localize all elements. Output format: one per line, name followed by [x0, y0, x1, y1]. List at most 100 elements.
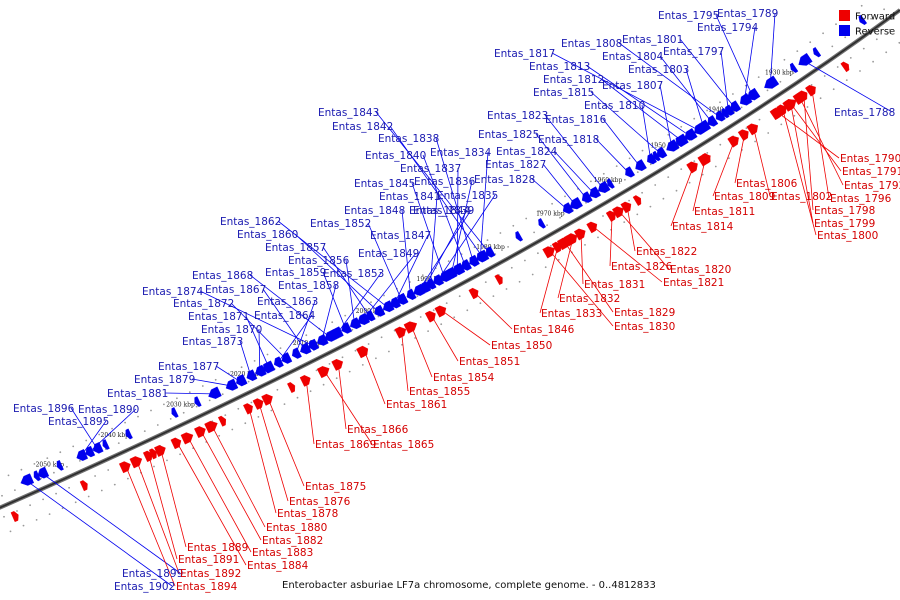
gene-label-Entas_1874[interactable]: Entas_1874	[142, 286, 204, 298]
gene-label-Entas_1835[interactable]: Entas_1835	[437, 190, 498, 202]
gene-label-Entas_1809[interactable]: Entas_1809	[714, 191, 775, 203]
gene-label-Entas_1794[interactable]: Entas_1794	[697, 22, 759, 34]
gene-label-Entas_1876[interactable]: Entas_1876	[289, 496, 351, 508]
gene-label-Entas_1808[interactable]: Entas_1808	[561, 38, 622, 50]
gene-label-Entas_1812[interactable]: Entas_1812	[543, 74, 604, 86]
gene-label-Entas_1796[interactable]: Entas_1796	[830, 193, 892, 205]
gene-label-Entas_1810[interactable]: Entas_1810	[584, 100, 645, 112]
gene-label-Entas_1837[interactable]: Entas_1837	[400, 163, 461, 175]
gene-label-Entas_1844[interactable]: Entas_1844	[409, 205, 471, 217]
gene-label-Entas_1870[interactable]: Entas_1870	[201, 324, 262, 336]
gene-label-Entas_1862[interactable]: Entas_1862	[220, 216, 281, 228]
gene-label-Entas_1804[interactable]: Entas_1804	[602, 51, 664, 63]
gene-label-Entas_1811[interactable]: Entas_1811	[694, 206, 755, 218]
gene-label-Entas_1815[interactable]: Entas_1815	[533, 87, 594, 99]
gene-label-Entas_1859[interactable]: Entas_1859	[265, 267, 326, 279]
gene-label-Entas_1860[interactable]: Entas_1860	[237, 229, 298, 241]
gene-label-Entas_1849[interactable]: Entas_1849	[358, 248, 419, 260]
gene-label-Entas_1826[interactable]: Entas_1826	[611, 261, 673, 273]
gene-label-Entas_1818[interactable]: Entas_1818	[538, 134, 599, 146]
gene-label-Entas_1830[interactable]: Entas_1830	[614, 321, 675, 333]
gene-label-Entas_1799[interactable]: Entas_1799	[814, 218, 875, 230]
gene-label-Entas_1791[interactable]: Entas_1791	[842, 166, 900, 178]
gene-label-Entas_1814[interactable]: Entas_1814	[672, 221, 734, 233]
gene-label-Entas_1872[interactable]: Entas_1872	[173, 298, 234, 310]
gene-label-Entas_1857[interactable]: Entas_1857	[265, 242, 326, 254]
gene-label-Entas_1891[interactable]: Entas_1891	[178, 554, 239, 566]
gene-label-Entas_1825[interactable]: Entas_1825	[478, 129, 539, 141]
gene-label-Entas_1832[interactable]: Entas_1832	[559, 293, 620, 305]
gene-label-Entas_1797[interactable]: Entas_1797	[663, 46, 724, 58]
gene-label-Entas_1879[interactable]: Entas_1879	[134, 374, 195, 386]
gene-label-Entas_1817[interactable]: Entas_1817	[494, 48, 555, 60]
gene-label-Entas_1875[interactable]: Entas_1875	[305, 481, 366, 493]
gene-label-Entas_1899[interactable]: Entas_1899	[122, 568, 183, 580]
gene-label-Entas_1834[interactable]: Entas_1834	[430, 147, 492, 159]
gene-label-Entas_1807[interactable]: Entas_1807	[602, 80, 663, 92]
gene-label-Entas_1824[interactable]: Entas_1824	[496, 146, 558, 158]
gene-label-Entas_1839[interactable]: Entas_1839	[413, 205, 474, 217]
gene-label-Entas_1865[interactable]: Entas_1865	[373, 439, 434, 451]
gene-label-Entas_1853[interactable]: Entas_1853	[323, 268, 384, 280]
gene-label-Entas_1850[interactable]: Entas_1850	[491, 340, 552, 352]
gene-label-Entas_1843[interactable]: Entas_1843	[318, 107, 379, 119]
gene-label-Entas_1838[interactable]: Entas_1838	[378, 133, 439, 145]
gene-label-Entas_1789[interactable]: Entas_1789	[717, 8, 778, 20]
gene-label-Entas_1792[interactable]: Entas_1792	[844, 180, 900, 192]
gene-label-Entas_1896[interactable]: Entas_1896	[13, 403, 75, 415]
gene-label-Entas_1803[interactable]: Entas_1803	[628, 64, 689, 76]
gene-label-Entas_1883[interactable]: Entas_1883	[252, 547, 313, 559]
gene-label-Entas_1820[interactable]: Entas_1820	[670, 264, 731, 276]
gene-label-Entas_1827[interactable]: Entas_1827	[485, 159, 546, 171]
gene-label-Entas_1842[interactable]: Entas_1842	[332, 121, 393, 133]
gene-label-Entas_1813[interactable]: Entas_1813	[529, 61, 590, 73]
gene-label-Entas_1858[interactable]: Entas_1858	[278, 280, 339, 292]
gene-label-Entas_1889[interactable]: Entas_1889	[187, 542, 248, 554]
gene-label-Entas_1871[interactable]: Entas_1871	[188, 311, 249, 323]
gene-label-Entas_1822[interactable]: Entas_1822	[636, 246, 697, 258]
gene-label-Entas_1800[interactable]: Entas_1800	[817, 230, 878, 242]
gene-label-Entas_1864[interactable]: Entas_1864	[254, 310, 316, 322]
gene-label-Entas_1802[interactable]: Entas_1802	[771, 191, 832, 203]
gene-label-Entas_1828[interactable]: Entas_1828	[474, 174, 535, 186]
gene-label-Entas_1855[interactable]: Entas_1855	[409, 386, 470, 398]
gene-label-Entas_1867[interactable]: Entas_1867	[205, 284, 266, 296]
gene-label-Entas_1801[interactable]: Entas_1801	[622, 34, 683, 46]
gene-label-Entas_1845[interactable]: Entas_1845	[354, 178, 415, 190]
gene-label-Entas_1877[interactable]: Entas_1877	[158, 361, 219, 373]
gene-label-Entas_1892[interactable]: Entas_1892	[180, 568, 241, 580]
gene-label-Entas_1790[interactable]: Entas_1790	[840, 153, 900, 165]
gene-label-Entas_1851[interactable]: Entas_1851	[459, 356, 520, 368]
gene-label-Entas_1861[interactable]: Entas_1861	[386, 399, 447, 411]
gene-label-Entas_1882[interactable]: Entas_1882	[262, 535, 323, 547]
gene-label-Entas_1833[interactable]: Entas_1833	[541, 308, 602, 320]
gene-label-Entas_1831[interactable]: Entas_1831	[584, 279, 645, 291]
gene-label-Entas_1856[interactable]: Entas_1856	[288, 255, 350, 267]
gene-label-Entas_1841[interactable]: Entas_1841	[379, 191, 440, 203]
gene-label-Entas_1847[interactable]: Entas_1847	[370, 230, 431, 242]
gene-label-Entas_1881[interactable]: Entas_1881	[107, 388, 168, 400]
gene-label-Entas_1884[interactable]: Entas_1884	[247, 560, 309, 572]
gene-label-Entas_1890[interactable]: Entas_1890	[78, 404, 139, 416]
gene-label-Entas_1863[interactable]: Entas_1863	[257, 296, 318, 308]
gene-label-Entas_1788[interactable]: Entas_1788	[834, 107, 895, 119]
gene-label-Entas_1869[interactable]: Entas_1869	[315, 439, 376, 451]
gene-label-Entas_1816[interactable]: Entas_1816	[545, 114, 607, 126]
gene-label-Entas_1873[interactable]: Entas_1873	[182, 336, 243, 348]
gene-label-Entas_1880[interactable]: Entas_1880	[266, 522, 327, 534]
gene-label-Entas_1798[interactable]: Entas_1798	[814, 205, 875, 217]
gene-label-Entas_1795[interactable]: Entas_1795	[658, 10, 719, 22]
gene-label-Entas_1846[interactable]: Entas_1846	[513, 324, 575, 336]
gene-label-Entas_1821[interactable]: Entas_1821	[663, 277, 724, 289]
gene-label-Entas_1854[interactable]: Entas_1854	[433, 372, 495, 384]
gene-label-Entas_1806[interactable]: Entas_1806	[736, 178, 798, 190]
gene-label-Entas_1895[interactable]: Entas_1895	[48, 416, 109, 428]
gene-label-Entas_1878[interactable]: Entas_1878	[277, 508, 338, 520]
gene-label-Entas_1852[interactable]: Entas_1852	[310, 218, 371, 230]
gene-label-Entas_1840[interactable]: Entas_1840	[365, 150, 426, 162]
gene-label-Entas_1836[interactable]: Entas_1836	[414, 176, 476, 188]
gene-label-Entas_1848[interactable]: Entas_1848	[344, 205, 405, 217]
gene-label-Entas_1902[interactable]: Entas_1902	[114, 581, 175, 593]
gene-label-Entas_1823[interactable]: Entas_1823	[487, 110, 548, 122]
gene-label-Entas_1894[interactable]: Entas_1894	[176, 581, 238, 593]
